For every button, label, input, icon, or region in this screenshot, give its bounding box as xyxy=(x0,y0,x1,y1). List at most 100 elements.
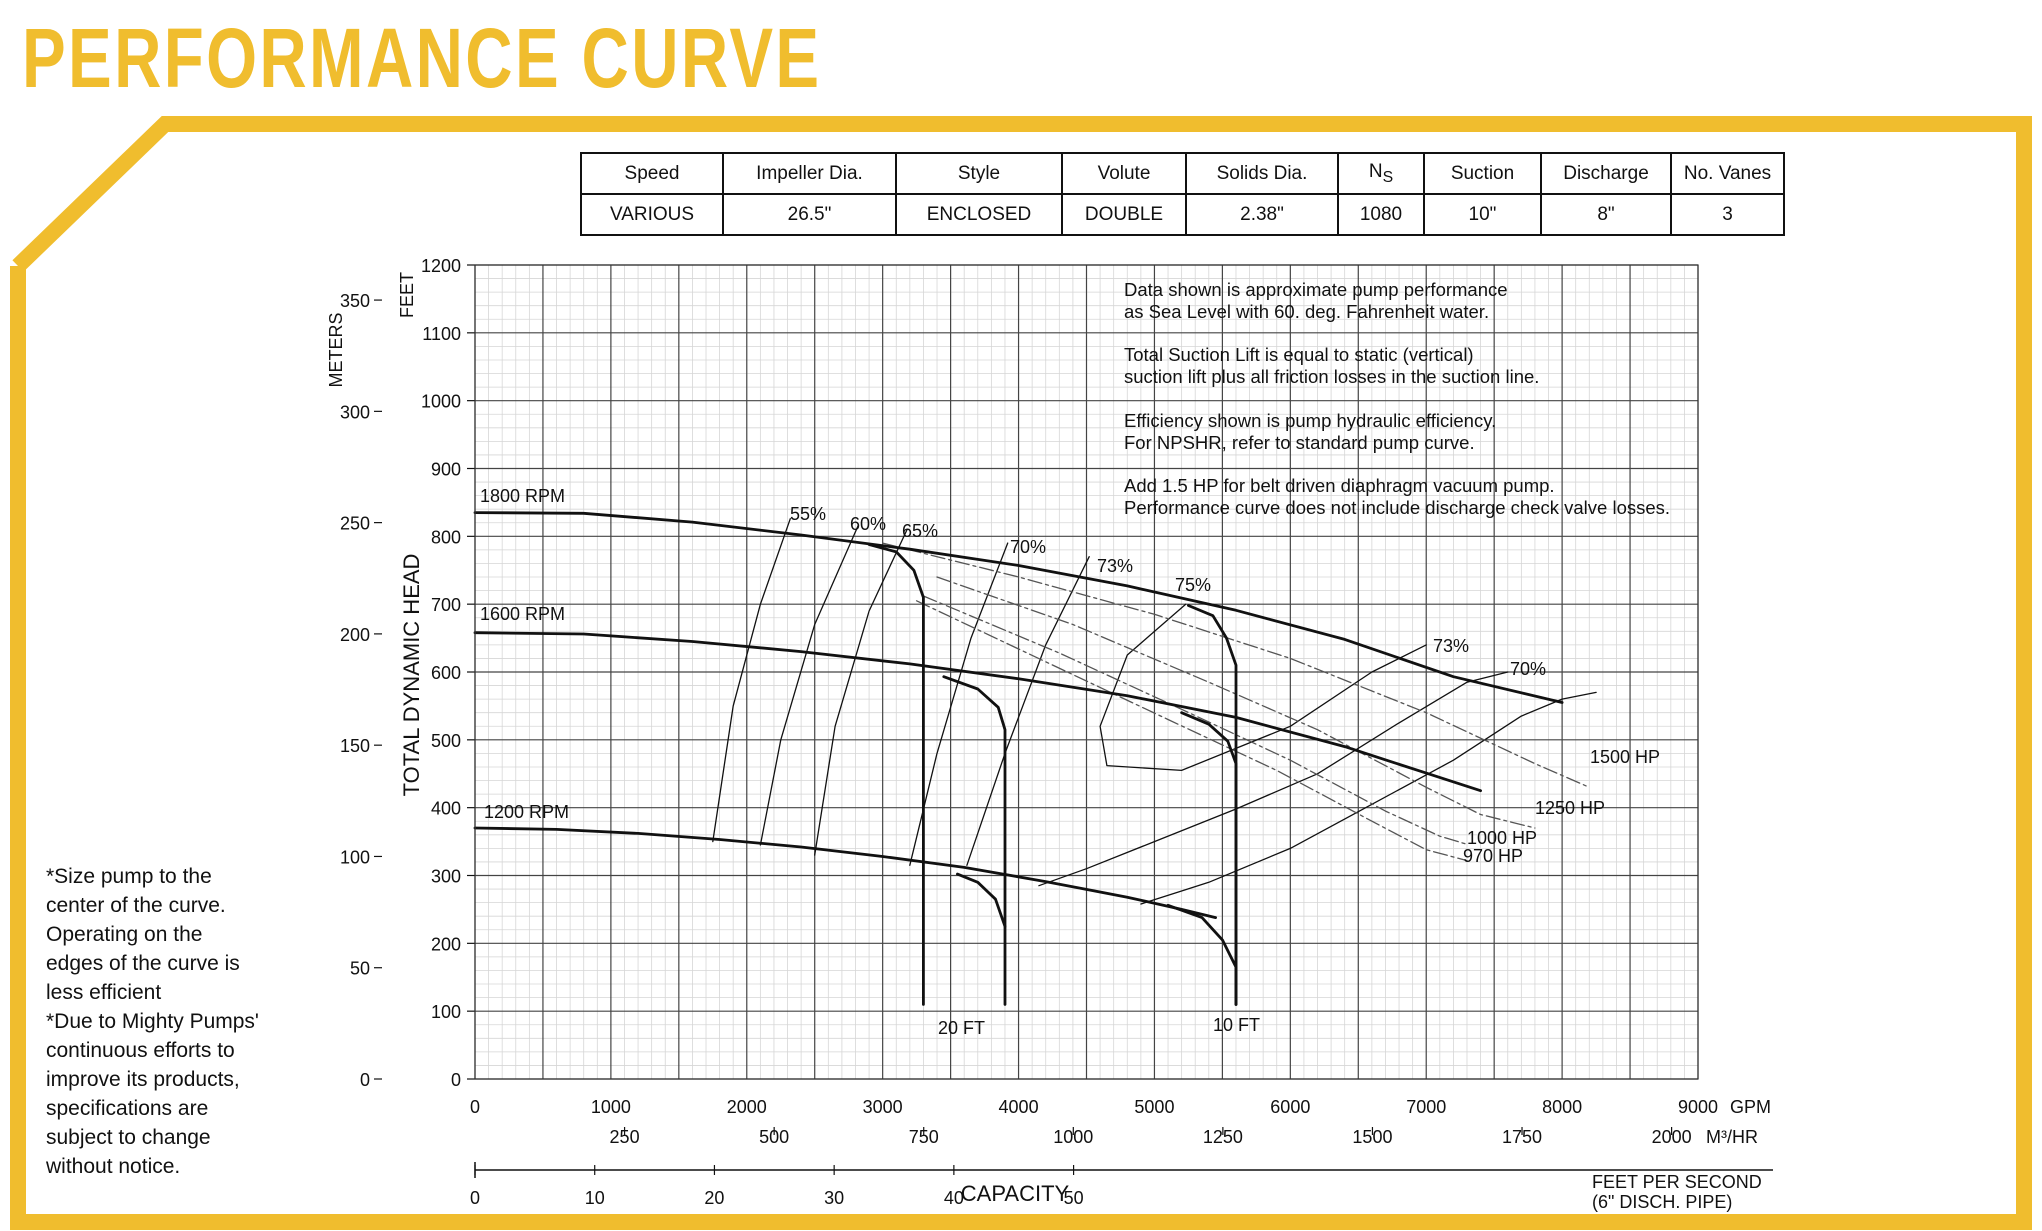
power-curve xyxy=(936,576,1536,829)
x-tick-label: 4000 xyxy=(999,1097,1039,1117)
spec-value-speed: VARIOUS xyxy=(580,193,724,236)
velocity-tick-label: 30 xyxy=(824,1188,844,1208)
power-curve xyxy=(922,595,1468,845)
meters-tick-label: 200 xyxy=(340,625,370,645)
velocity-tick-label: 0 xyxy=(470,1188,480,1208)
y-tick-label: 300 xyxy=(431,867,461,887)
rpm-label: 1200 RPM xyxy=(484,802,569,822)
m3hr-unit-label: M³/HR xyxy=(1706,1127,1758,1147)
velocity-tick-label: 40 xyxy=(944,1188,964,1208)
ns-subscript: S xyxy=(1382,168,1394,186)
page-title: PERFORMANCE CURVE xyxy=(22,11,822,105)
chart-annotation-line: as Sea Level with 60. deg. Fahrenheit wa… xyxy=(1124,301,1489,322)
efficiency-label: 75% xyxy=(1175,575,1211,595)
plot-border xyxy=(474,264,1699,1080)
spec-value-vanes: 3 xyxy=(1670,193,1785,236)
suction-lift-curve xyxy=(867,543,925,1006)
spec-header-vanes: No. Vanes xyxy=(1670,152,1785,195)
m3hr-tick-label: 1250 xyxy=(1203,1127,1243,1147)
spec-header-volute: Volute xyxy=(1061,152,1187,195)
feet-axis-label: FEET xyxy=(397,272,417,318)
ns-symbol: N xyxy=(1368,160,1383,182)
x-tick-label: 2000 xyxy=(727,1097,767,1117)
power-label: 970 HP xyxy=(1463,846,1523,866)
m3hr-tick-label: 500 xyxy=(759,1127,789,1147)
side-note-line: continuous efforts to xyxy=(46,1039,235,1062)
y-tick-label: 200 xyxy=(431,934,461,954)
velocity-tick-label: 20 xyxy=(704,1188,724,1208)
suction-lift-label: 20 FT xyxy=(938,1018,985,1038)
meters-tick-label: 300 xyxy=(340,402,370,422)
side-note: *Size pump to the center of the curve. O… xyxy=(46,862,286,1181)
suction-lift-label: 10 FT xyxy=(1213,1015,1260,1035)
spec-header-speed: Speed xyxy=(580,152,724,195)
y-axis-title: TOTAL DYNAMIC HEAD xyxy=(399,554,424,797)
velocity-tick-label: 10 xyxy=(585,1188,605,1208)
efficiency-label: 55% xyxy=(790,504,826,524)
meters-tick-label: 50 xyxy=(350,959,370,979)
specs-header-row: Speed Impeller Dia. Style Volute Solids … xyxy=(580,152,1785,195)
y-tick-label: 700 xyxy=(431,595,461,615)
efficiency-label: 73% xyxy=(1097,556,1133,576)
chart-annotation-line: suction lift plus all friction losses in… xyxy=(1124,366,1539,387)
spec-header-impeller: Impeller Dia. xyxy=(722,152,897,195)
spec-header-style: Style xyxy=(895,152,1063,195)
m3hr-tick-label: 750 xyxy=(909,1127,939,1147)
power-label: 1250 HP xyxy=(1535,798,1605,818)
spec-value-volute: DOUBLE xyxy=(1061,193,1187,236)
m3hr-tick-label: 2000 xyxy=(1652,1127,1692,1147)
efficiency-label: 70% xyxy=(1010,537,1046,557)
spec-value-discharge: 8" xyxy=(1540,193,1672,236)
meters-axis-label: METERS xyxy=(326,312,346,387)
chart-annotation-line: Data shown is approximate pump performan… xyxy=(1124,279,1508,300)
rpm-head-curve xyxy=(473,511,1564,704)
y-tick-label: 0 xyxy=(451,1070,461,1090)
y-tick-label: 1000 xyxy=(421,392,461,412)
y-tick-label: 800 xyxy=(431,527,461,547)
y-tick-label: 100 xyxy=(431,1002,461,1022)
x-tick-label: 0 xyxy=(470,1097,480,1117)
chart-annotation-line: For NPSHR, refer to standard pump curve. xyxy=(1124,432,1475,453)
suction-lift-curve xyxy=(942,675,1007,1006)
side-note-line: edges of the curve is xyxy=(46,952,240,975)
efficiency-curve xyxy=(966,556,1090,866)
x-tick-label: 7000 xyxy=(1406,1097,1446,1117)
m3hr-tick-label: 1500 xyxy=(1352,1127,1392,1147)
y-tick-label: 1100 xyxy=(422,324,461,344)
efficiency-label: 73% xyxy=(1433,636,1469,656)
m3hr-tick-label: 250 xyxy=(610,1127,640,1147)
power-label: 1500 HP xyxy=(1590,747,1660,767)
efficiency-curve xyxy=(814,528,908,856)
efficiency-curve xyxy=(1099,603,1427,772)
spec-value-style: ENCLOSED xyxy=(895,193,1063,236)
y-tick-label: 600 xyxy=(431,663,461,683)
power-curve xyxy=(915,600,1468,862)
efficiency-curve xyxy=(1038,671,1509,887)
x-tick-label: 6000 xyxy=(1270,1097,1310,1117)
spec-header-solids: Solids Dia. xyxy=(1185,152,1339,195)
efficiency-label: 65% xyxy=(902,521,938,541)
meters-tick-label: 0 xyxy=(360,1070,370,1090)
capacity-label: CAPACITY xyxy=(961,1181,1070,1206)
efficiency-label: 60% xyxy=(850,514,886,534)
rpm-label: 1800 RPM xyxy=(480,486,565,506)
specs-table: Speed Impeller Dia. Style Volute Solids … xyxy=(580,152,1785,236)
y-tick-label: 500 xyxy=(431,731,461,751)
frame-border xyxy=(10,116,2032,1230)
spec-header-discharge: Discharge xyxy=(1540,152,1672,195)
x-tick-label: 3000 xyxy=(863,1097,903,1117)
meters-tick-label: 150 xyxy=(340,736,370,756)
chart-annotation-line: Total Suction Lift is equal to static (v… xyxy=(1124,344,1474,365)
chart-annotation-line: Performance curve does not include disch… xyxy=(1124,497,1670,518)
chart-annotation-line: Add 1.5 HP for belt driven diaphragm vac… xyxy=(1124,475,1555,496)
y-tick-label: 400 xyxy=(431,799,461,819)
spec-header-ns: NS xyxy=(1337,152,1425,195)
efficiency-curve xyxy=(759,524,859,846)
y-tick-label: 1200 xyxy=(421,256,461,276)
side-note-line: Operating on the xyxy=(46,923,203,946)
spec-value-ns: 1080 xyxy=(1337,193,1425,236)
side-note-line: without notice. xyxy=(46,1155,181,1178)
suction-lift-curve xyxy=(956,872,1007,928)
